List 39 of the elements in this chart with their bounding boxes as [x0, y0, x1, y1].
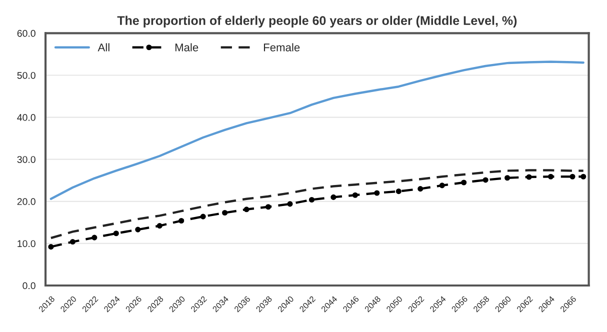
point [70, 239, 76, 245]
line-series [50, 60, 584, 200]
point [156, 223, 162, 229]
y-tick-label: 30.0 [17, 156, 36, 163]
y-tick-label: 60.0 [17, 30, 36, 37]
point [396, 188, 402, 194]
line-series [50, 169, 584, 240]
point [200, 214, 206, 220]
point [418, 186, 424, 192]
point [265, 204, 272, 210]
point [222, 210, 228, 216]
y-tick-label: 10.0 [18, 240, 36, 248]
point [92, 234, 98, 240]
y-tick-label: 0.0 [22, 282, 36, 290]
point [178, 218, 184, 224]
point [330, 194, 336, 200]
point [48, 244, 54, 250]
point [308, 196, 315, 203]
legend-label: Female [264, 43, 300, 52]
point [374, 190, 380, 196]
point [439, 182, 445, 188]
point [113, 230, 119, 236]
point [244, 206, 250, 212]
point [548, 174, 554, 180]
point [287, 201, 293, 207]
point [482, 177, 488, 183]
legend-label: All [98, 43, 110, 52]
point [352, 192, 358, 198]
point [526, 174, 532, 180]
legend-label: Male [175, 43, 198, 52]
point [135, 226, 141, 232]
y-tick-label: 40.0 [17, 114, 36, 121]
chart-title: The proportion of elderly people 60 years or older (Middle Level, %) [117, 16, 517, 28]
point [461, 180, 467, 186]
y-tick-label: 50.0 [17, 72, 36, 79]
point [504, 175, 510, 181]
point [570, 174, 576, 180]
y-tick-label: 20.0 [17, 198, 36, 206]
point [580, 174, 586, 180]
